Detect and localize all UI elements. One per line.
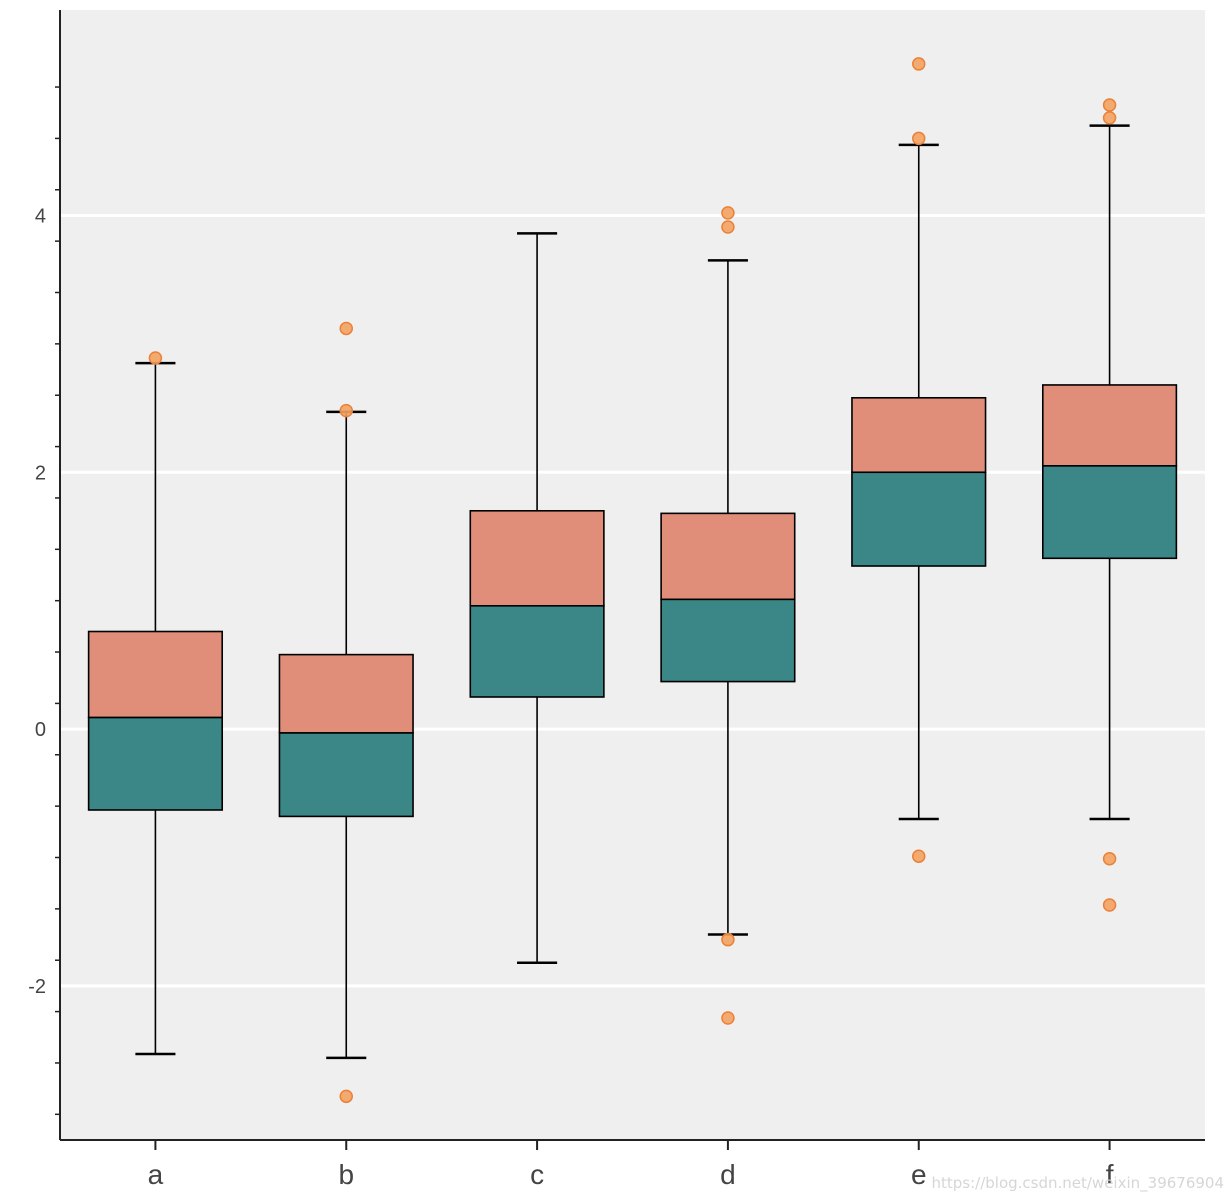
box-e (851, 57, 987, 863)
outlier-point (1102, 98, 1117, 112)
outlier-point (339, 403, 353, 418)
lower-box (660, 598, 796, 683)
upper-box (1041, 384, 1178, 467)
y-tick-label: 2 (35, 462, 46, 484)
lower-box (851, 471, 987, 567)
outlier-point (721, 932, 735, 947)
upper-box (660, 512, 796, 601)
outlier-point (912, 57, 926, 71)
outlier-point (912, 131, 926, 146)
outlier-point (339, 1089, 353, 1104)
grid-lines (60, 213, 1205, 988)
x-axis: a b c d e f (60, 1139, 1205, 1190)
outlier-point (1102, 852, 1117, 866)
upper-box (469, 509, 605, 607)
y-axis: -2 0 2 4 (28, 10, 61, 1140)
x-tick-label: b (338, 1159, 354, 1190)
boxes (87, 57, 1178, 1104)
x-tick-label: a (148, 1159, 164, 1190)
upper-box (87, 630, 224, 719)
upper-box (278, 653, 414, 734)
lower-box (278, 732, 414, 818)
outlier-point (1102, 898, 1117, 912)
outlier-point (148, 351, 163, 365)
lower-box (469, 605, 605, 698)
x-tick-label: f (1106, 1159, 1114, 1190)
box-c (469, 232, 605, 965)
x-tick-label: c (530, 1159, 544, 1190)
x-tick-label: d (720, 1159, 736, 1190)
outlier-point (1102, 111, 1117, 125)
y-tick-label: 4 (35, 205, 46, 227)
outlier-point (912, 849, 926, 863)
outlier-point (721, 206, 735, 220)
outlier-point (339, 321, 353, 336)
plot-background (60, 10, 1205, 1140)
box-a (87, 351, 224, 1056)
watermark: https://blog.csdn.net/weixin_39676904 (931, 1174, 1224, 1192)
lower-box (87, 716, 224, 811)
box-b (278, 321, 414, 1104)
x-tick-label: e (911, 1159, 927, 1190)
y-tick-label: 0 (35, 719, 46, 741)
y-tick-label: -2 (28, 976, 46, 998)
box-f (1041, 98, 1178, 912)
upper-box (851, 396, 987, 474)
outlier-point (721, 220, 735, 234)
outlier-point (721, 1011, 735, 1025)
box-d (660, 206, 796, 1025)
lower-box (1041, 465, 1178, 560)
